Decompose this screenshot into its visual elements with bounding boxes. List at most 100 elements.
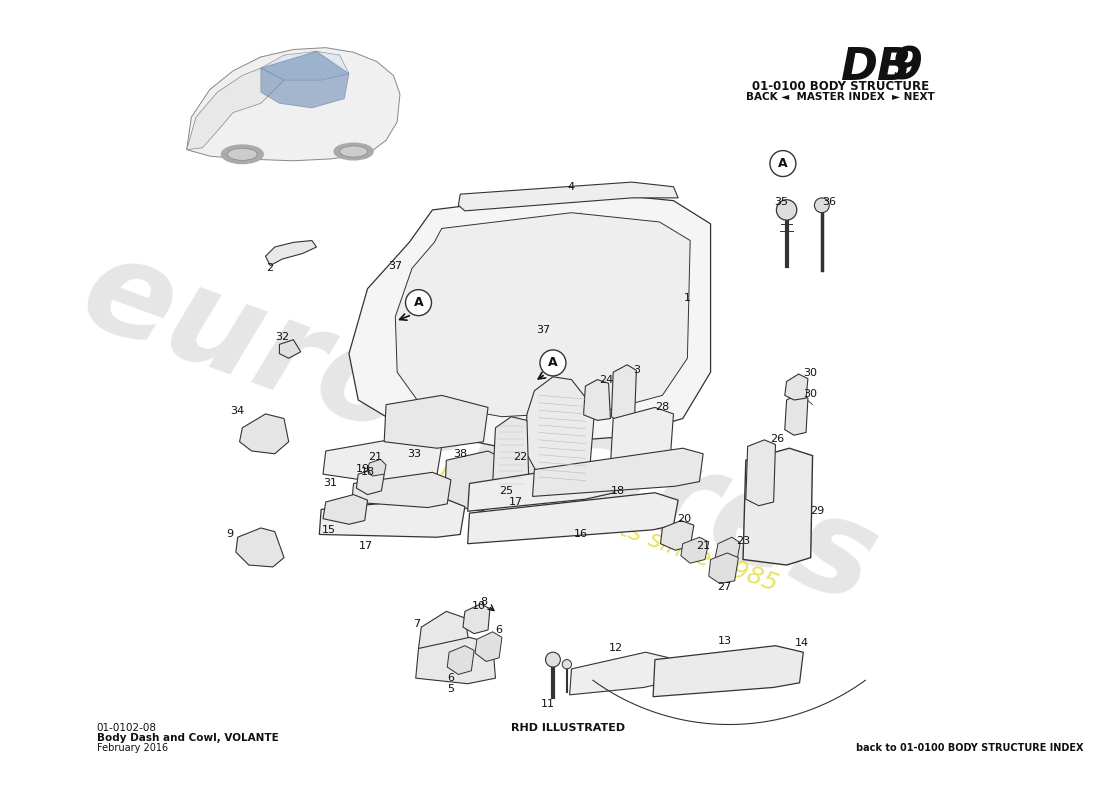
Text: 12: 12 [609,643,623,654]
Polygon shape [746,440,776,506]
Polygon shape [367,459,386,476]
Polygon shape [349,191,711,446]
Text: 26: 26 [770,434,784,444]
Text: 36: 36 [823,197,836,206]
Text: 2: 2 [266,263,274,274]
Polygon shape [532,448,703,497]
Text: 30: 30 [803,368,817,378]
Text: 23: 23 [736,536,750,546]
Text: DB: DB [840,46,911,89]
Text: 9: 9 [227,530,234,539]
Text: RHD ILLUSTRATED: RHD ILLUSTRATED [512,722,625,733]
Polygon shape [468,493,678,544]
Text: 01-0100 BODY STRUCTURE: 01-0100 BODY STRUCTURE [751,80,928,93]
Text: 6: 6 [496,625,503,635]
Polygon shape [444,451,507,511]
Text: 11: 11 [541,699,556,709]
Polygon shape [742,448,813,565]
Text: 18: 18 [361,467,375,478]
Polygon shape [235,528,284,567]
Polygon shape [265,241,317,266]
Text: A: A [778,157,788,170]
Polygon shape [323,494,367,524]
Ellipse shape [334,143,373,160]
Polygon shape [612,365,637,422]
Polygon shape [583,380,610,420]
Polygon shape [459,182,678,211]
Text: 17: 17 [509,497,522,507]
Polygon shape [395,213,690,417]
Text: eurospares: eurospares [65,226,893,630]
Polygon shape [681,538,708,563]
Polygon shape [319,498,465,538]
Polygon shape [708,553,738,583]
Circle shape [770,150,796,177]
Polygon shape [261,51,349,108]
Text: 21: 21 [696,542,711,551]
Text: 20: 20 [678,514,692,524]
Ellipse shape [221,145,263,163]
Polygon shape [525,377,595,483]
Polygon shape [261,51,349,80]
Text: 16: 16 [574,530,587,539]
Polygon shape [279,340,300,358]
Text: 01-0102-08: 01-0102-08 [97,722,157,733]
Text: 7: 7 [414,619,420,630]
Polygon shape [653,646,803,697]
Text: 4: 4 [568,182,575,192]
Text: 25: 25 [499,486,514,496]
Circle shape [814,198,829,213]
Text: 27: 27 [717,582,732,592]
Text: 28: 28 [656,402,670,413]
Text: 24: 24 [600,374,614,385]
Polygon shape [187,68,284,150]
Text: 31: 31 [323,478,338,489]
Text: 13: 13 [717,636,732,646]
Polygon shape [715,538,740,565]
Text: 35: 35 [774,197,788,206]
Text: A: A [414,296,424,309]
Polygon shape [418,611,470,652]
Polygon shape [384,395,488,448]
Text: 22: 22 [514,453,528,462]
Polygon shape [784,374,807,400]
Polygon shape [416,638,495,684]
Polygon shape [448,646,474,674]
Text: 17: 17 [359,541,373,550]
Polygon shape [356,469,384,494]
Polygon shape [240,414,288,454]
Circle shape [406,290,431,316]
Polygon shape [570,652,669,695]
Polygon shape [610,407,673,472]
Ellipse shape [340,146,367,157]
Text: 6: 6 [448,673,454,683]
Text: Body Dash and Cowl, VOLANTE: Body Dash and Cowl, VOLANTE [97,733,278,743]
Text: 37: 37 [537,326,551,335]
Polygon shape [323,437,442,483]
Polygon shape [352,472,451,507]
Text: 32: 32 [275,332,289,342]
Text: 8: 8 [480,597,487,607]
Circle shape [562,660,572,669]
Text: 15: 15 [321,525,336,535]
Circle shape [546,652,560,667]
Text: 19: 19 [355,464,370,474]
Text: 10: 10 [472,601,486,611]
Circle shape [540,350,565,376]
Polygon shape [475,632,502,662]
Polygon shape [784,394,807,435]
Text: 33: 33 [407,449,421,458]
Polygon shape [187,48,400,161]
Text: 21: 21 [367,453,382,462]
Text: 38: 38 [453,449,468,458]
Text: 14: 14 [794,638,808,648]
Text: 18: 18 [610,486,625,496]
Text: 5: 5 [448,684,454,694]
Text: a passion for parts since 1985: a passion for parts since 1985 [418,445,781,597]
Text: 37: 37 [388,261,403,270]
Polygon shape [660,521,694,550]
Text: BACK ◄  MASTER INDEX  ► NEXT: BACK ◄ MASTER INDEX ► NEXT [746,92,935,102]
Text: 30: 30 [803,389,817,398]
Text: 29: 29 [810,506,824,516]
Text: 3: 3 [632,366,640,375]
